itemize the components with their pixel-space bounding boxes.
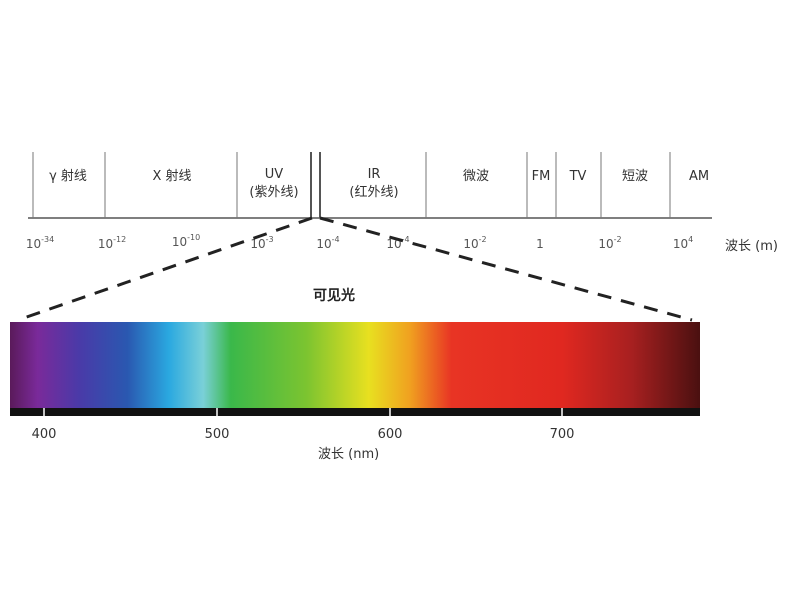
band-sublabel-ir: (红外线) (349, 184, 398, 200)
band-label-shortwave: 短波 (622, 169, 648, 184)
nm-tick-label: 400 (32, 427, 57, 442)
nm-tick-label: 500 (205, 427, 230, 442)
wavelength-tick-label: 10-2 (598, 235, 621, 251)
top-axis-label: 波长 (m) (725, 239, 778, 254)
wavelength-tick-label: 10-12 (98, 235, 126, 251)
band-label-tv: TV (569, 169, 587, 184)
nm-tick-label: 700 (550, 427, 575, 442)
band-label-am: AM (689, 169, 709, 184)
bottom-axis-label: 波长 (nm) (318, 447, 379, 462)
band-label-ir: IR (368, 167, 381, 182)
visible-light-title: 可见光 (313, 287, 355, 304)
visible-spectrum-bar (10, 322, 700, 410)
band-label-microwave: 微波 (463, 169, 489, 184)
zoom-dash-left (17, 216, 313, 322)
wavelength-tick-label: 10-3 (250, 235, 273, 251)
wavelength-tick-label: 104 (673, 235, 693, 251)
wavelength-tick-label: 10-34 (26, 235, 54, 251)
band-label-fm: FM (532, 169, 551, 184)
wavelength-tick-label: 10-2 (463, 235, 486, 251)
wavelength-tick-label: 10-10 (172, 233, 200, 249)
spectrum-scale-bar (10, 408, 700, 416)
band-label-xray: X 射线 (152, 168, 191, 184)
wavelength-tick-label: 1 (536, 237, 544, 251)
zoom-dash-right (319, 216, 693, 322)
nm-tick-label: 600 (378, 427, 403, 442)
wavelength-tick-label: 10-4 (316, 235, 339, 251)
band-label-gamma: γ 射线 (49, 168, 87, 184)
band-sublabel-uv: (紫外线) (249, 185, 298, 200)
band-label-uv: UV (265, 167, 284, 182)
